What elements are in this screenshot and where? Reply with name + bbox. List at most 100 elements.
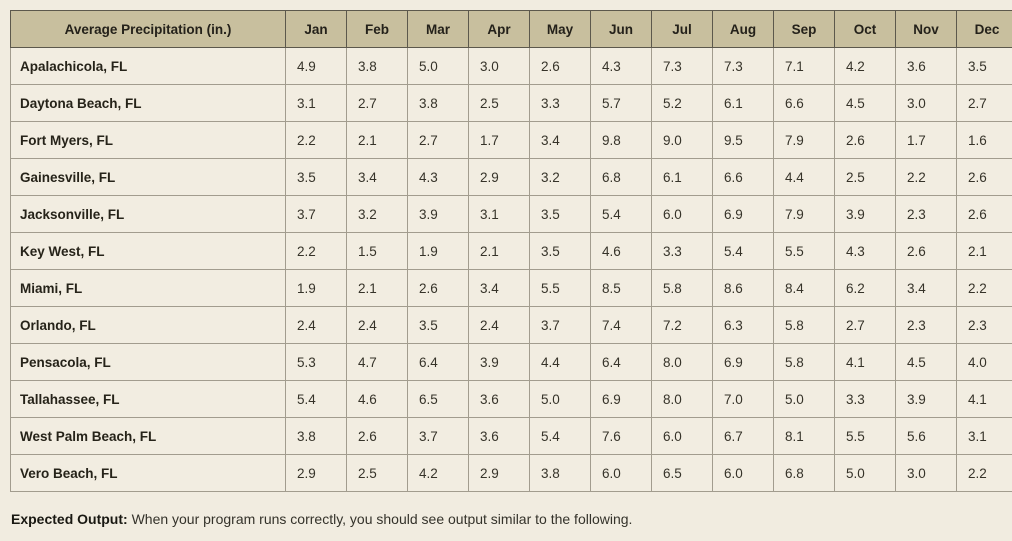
value-cell: 2.1 (346, 269, 408, 307)
value-cell: 3.4 (529, 121, 591, 159)
value-cell: 2.5 (346, 454, 408, 492)
value-cell: 7.6 (590, 417, 652, 455)
value-cell: 3.8 (529, 454, 591, 492)
value-cell: 2.9 (285, 454, 347, 492)
value-cell: 2.3 (895, 306, 957, 344)
value-cell: 2.6 (407, 269, 469, 307)
value-cell: 3.0 (895, 84, 957, 122)
value-cell: 2.6 (834, 121, 896, 159)
value-cell: 3.5 (529, 195, 591, 233)
table-row: Jacksonville, FL 3.7 3.2 3.9 3.1 3.5 5.4 6.0 6.9… (10, 195, 1012, 233)
value-cell: 1.7 (468, 121, 530, 159)
city-cell: Fort Myers, FL (10, 121, 286, 159)
value-cell: 3.7 (529, 306, 591, 344)
city-cell: Daytona Beach, FL (10, 84, 286, 122)
table-row: Key West, FL 2.2 1.5 1.9 2.1 3.5 4.6 3.3 5.4 5.5 4… (10, 232, 1012, 270)
value-cell: 6.6 (773, 84, 835, 122)
value-cell: 6.1 (651, 158, 713, 196)
value-cell: 2.6 (529, 47, 591, 85)
value-cell: 4.7 (346, 343, 408, 381)
value-cell: 6.8 (590, 158, 652, 196)
value-cell: 6.9 (712, 343, 774, 381)
value-cell: 1.9 (285, 269, 347, 307)
value-cell: 4.5 (834, 84, 896, 122)
month-header: Apr (468, 10, 530, 48)
city-cell: Tallahassee, FL (10, 380, 286, 418)
value-cell: 5.5 (834, 417, 896, 455)
value-cell: 6.0 (651, 417, 713, 455)
value-cell: 6.5 (651, 454, 713, 492)
value-cell: 4.0 (956, 343, 1012, 381)
value-cell: 3.6 (468, 417, 530, 455)
value-cell: 5.0 (773, 380, 835, 418)
value-cell: 5.4 (529, 417, 591, 455)
value-cell: 3.5 (529, 232, 591, 270)
value-cell: 3.3 (651, 232, 713, 270)
value-cell: 9.0 (651, 121, 713, 159)
value-cell: 2.2 (895, 158, 957, 196)
value-cell: 3.5 (407, 306, 469, 344)
table-row: Apalachicola, FL 4.9 3.8 5.0 3.0 2.6 4.3 7.3 7.3… (10, 47, 1012, 85)
value-cell: 6.0 (590, 454, 652, 492)
value-cell: 8.4 (773, 269, 835, 307)
city-cell: Apalachicola, FL (10, 47, 286, 85)
value-cell: 3.8 (285, 417, 347, 455)
value-cell: 7.4 (590, 306, 652, 344)
table-row: Vero Beach, FL 2.9 2.5 4.2 2.9 3.8 6.0 6.5 6.0 6.… (10, 454, 1012, 492)
value-cell: 2.1 (346, 121, 408, 159)
city-cell: Vero Beach, FL (10, 454, 286, 492)
value-cell: 5.8 (651, 269, 713, 307)
value-cell: 5.3 (285, 343, 347, 381)
value-cell: 4.9 (285, 47, 347, 85)
value-cell: 4.3 (834, 232, 896, 270)
value-cell: 6.4 (407, 343, 469, 381)
value-cell: 3.4 (895, 269, 957, 307)
value-cell: 6.9 (590, 380, 652, 418)
month-header: Dec (956, 10, 1012, 48)
value-cell: 2.2 (956, 454, 1012, 492)
value-cell: 3.3 (529, 84, 591, 122)
table-row: Daytona Beach, FL 3.1 2.7 3.8 2.5 3.3 5.7 5.2 6.… (10, 84, 1012, 122)
value-cell: 2.4 (468, 306, 530, 344)
value-cell: 3.9 (468, 343, 530, 381)
value-cell: 2.7 (407, 121, 469, 159)
value-cell: 3.5 (285, 158, 347, 196)
value-cell: 1.5 (346, 232, 408, 270)
city-cell: Miami, FL (10, 269, 286, 307)
value-cell: 5.4 (285, 380, 347, 418)
value-cell: 3.4 (468, 269, 530, 307)
value-cell: 7.9 (773, 121, 835, 159)
table-row: Miami, FL 1.9 2.1 2.6 3.4 5.5 8.5 5.8 8.6 8.4 6.2 3… (10, 269, 1012, 307)
month-header: Oct (834, 10, 896, 48)
value-cell: 2.7 (346, 84, 408, 122)
value-cell: 6.0 (712, 454, 774, 492)
city-cell: West Palm Beach, FL (10, 417, 286, 455)
value-cell: 6.9 (712, 195, 774, 233)
city-cell: Pensacola, FL (10, 343, 286, 381)
table-row: West Palm Beach, FL 3.8 2.6 3.7 3.6 5.4 7.6 6.0… (10, 417, 1012, 455)
month-header: Feb (346, 10, 408, 48)
value-cell: 4.3 (407, 158, 469, 196)
table-row: Fort Myers, FL 2.2 2.1 2.7 1.7 3.4 9.8 9.0 9.5 7.… (10, 121, 1012, 159)
value-cell: 6.2 (834, 269, 896, 307)
value-cell: 2.5 (834, 158, 896, 196)
value-cell: 3.2 (346, 195, 408, 233)
month-header: Jul (651, 10, 713, 48)
value-cell: 3.1 (956, 417, 1012, 455)
value-cell: 4.5 (895, 343, 957, 381)
value-cell: 8.5 (590, 269, 652, 307)
value-cell: 4.4 (773, 158, 835, 196)
value-cell: 7.3 (712, 47, 774, 85)
value-cell: 4.6 (590, 232, 652, 270)
value-cell: 5.8 (773, 306, 835, 344)
value-cell: 2.7 (834, 306, 896, 344)
value-cell: 6.1 (712, 84, 774, 122)
month-header: Nov (895, 10, 957, 48)
value-cell: 2.6 (346, 417, 408, 455)
value-cell: 6.3 (712, 306, 774, 344)
month-header: May (529, 10, 591, 48)
value-cell: 3.0 (895, 454, 957, 492)
value-cell: 3.3 (834, 380, 896, 418)
month-header: Sep (773, 10, 835, 48)
city-cell: Jacksonville, FL (10, 195, 286, 233)
